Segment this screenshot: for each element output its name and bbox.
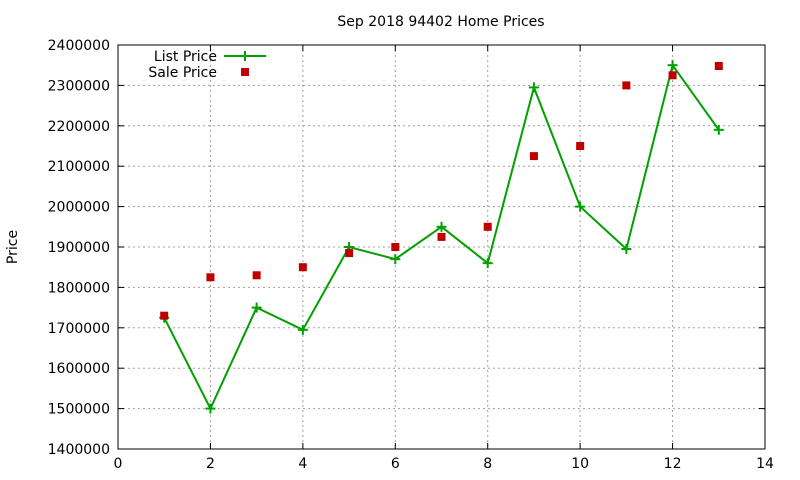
- list-price-point: [482, 258, 493, 269]
- x-tick-label: 0: [114, 456, 123, 472]
- sale-price-point: [298, 263, 307, 272]
- axis-ticks: 0 2 4 6 8 10 12 14 1400000 1500000 1600000 1700000 1…: [48, 38, 774, 472]
- sale-price-point: [391, 243, 400, 251]
- y-tick-label: 2400000: [48, 38, 110, 54]
- y-tick-label: 2100000: [48, 159, 110, 175]
- series-sale-price: [160, 62, 723, 320]
- list-price-point: [528, 82, 539, 93]
- y-tick-label: 1600000: [48, 361, 110, 377]
- sale-price-point: [437, 232, 446, 241]
- x-tick-label: 4: [298, 456, 307, 472]
- list-price-point: [667, 60, 678, 71]
- legend-plus-sample: [240, 51, 250, 61]
- sale-price-point: [576, 142, 585, 150]
- list-price-point: [251, 302, 262, 313]
- x-tick-label: 12: [664, 456, 682, 472]
- sale-price-point: [345, 249, 354, 258]
- list-price-point: [297, 324, 308, 335]
- x-tick-label: 6: [391, 456, 400, 472]
- y-tick-label: 2300000: [48, 78, 110, 94]
- sale-price-point: [483, 222, 492, 231]
- sale-price-point: [206, 273, 215, 282]
- x-tick-label: 14: [756, 456, 774, 472]
- sale-price-point: [252, 271, 261, 280]
- x-tick-label: 2: [206, 456, 215, 472]
- series-layer: [159, 60, 724, 414]
- list-price-point: [621, 244, 632, 255]
- sale-price-point: [529, 152, 538, 161]
- y-axis-label: Price: [5, 230, 21, 264]
- y-tick-label: 2200000: [48, 119, 110, 135]
- legend-square-sample: [241, 68, 249, 76]
- y-tick-label: 2000000: [48, 200, 110, 216]
- y-tick-label: 1700000: [48, 321, 110, 337]
- y-tick-label: 1900000: [48, 240, 110, 256]
- y-tick-label: 1400000: [48, 442, 110, 458]
- list-price-point: [436, 221, 447, 232]
- y-tick-label: 1800000: [48, 280, 110, 296]
- sale-price-point: [668, 71, 677, 80]
- y-tick-label: 1500000: [48, 402, 110, 418]
- grid: [118, 45, 765, 449]
- list-price-point: [390, 254, 401, 265]
- legend-label: Sale Price: [148, 65, 217, 81]
- sale-price-point: [622, 81, 631, 90]
- x-tick-label: 10: [571, 456, 589, 472]
- sale-price-point: [160, 311, 169, 320]
- list-price-point: [713, 124, 724, 135]
- chart-title: Sep 2018 94402 Home Prices: [337, 14, 544, 30]
- plot-frame: [117, 44, 766, 450]
- list-price-point: [205, 403, 216, 414]
- series-list-price: [159, 60, 724, 414]
- list-price-point: [575, 201, 586, 212]
- x-tick-label: 8: [483, 456, 492, 472]
- legend-label: List Price: [154, 49, 217, 65]
- sale-price-point: [714, 62, 723, 71]
